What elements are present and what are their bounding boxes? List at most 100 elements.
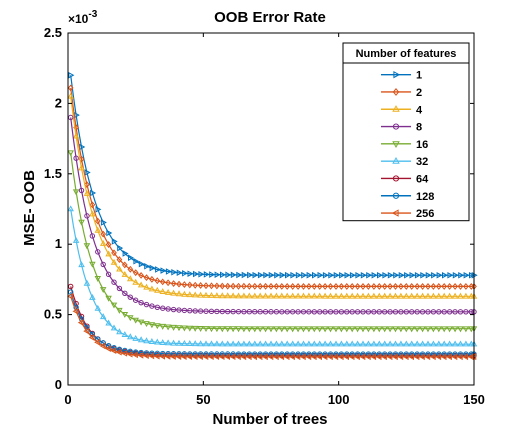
legend-label: 16 (416, 139, 428, 151)
series-marker-16 (451, 326, 459, 333)
series-marker-32 (283, 340, 291, 347)
legend-entry-1: 1 (381, 70, 422, 82)
series-marker-1 (404, 271, 411, 279)
series-marker-32 (213, 340, 221, 347)
series-marker-2 (295, 283, 301, 290)
series-marker-1 (100, 219, 107, 226)
x-tick-label: 100 (328, 392, 350, 407)
series-marker-32 (175, 339, 183, 346)
series-marker-4 (300, 292, 307, 299)
series-marker-8 (257, 309, 263, 315)
series-marker-16 (202, 326, 210, 333)
series-marker-256 (305, 353, 312, 361)
series-marker-4 (403, 292, 410, 299)
x-tick-label: 0 (64, 392, 71, 407)
series-marker-2 (262, 282, 269, 290)
series-marker-8 (149, 303, 155, 309)
series-marker-16 (386, 326, 394, 333)
series-marker-32 (397, 340, 405, 347)
series-marker-1 (344, 271, 351, 279)
series-marker-256 (445, 353, 452, 361)
series-marker-2 (186, 281, 193, 289)
series-line-2 (70, 87, 474, 287)
series-marker-32 (321, 340, 329, 347)
legend-label: 32 (416, 156, 428, 168)
series-marker-256 (267, 353, 274, 361)
series-marker-4 (294, 292, 302, 299)
y-tick-label: 2 (55, 95, 62, 110)
series-marker-4 (159, 288, 167, 294)
series-marker-32 (316, 340, 323, 347)
series-marker-2 (208, 282, 215, 290)
series-marker-4 (370, 292, 378, 299)
series-marker-2 (100, 230, 107, 238)
series-marker-16 (446, 326, 453, 333)
series-marker-1 (149, 264, 156, 272)
series-marker-16 (397, 326, 405, 333)
series-marker-32 (94, 304, 102, 311)
series-marker-32 (392, 340, 399, 347)
series-marker-1 (425, 271, 432, 279)
series-marker-16 (110, 302, 118, 309)
series-marker-4 (164, 288, 172, 295)
series-marker-8 (463, 309, 469, 315)
series-marker-16 (121, 312, 129, 318)
series-marker-4 (202, 291, 210, 298)
series-marker-1 (301, 271, 308, 279)
series-marker-256 (88, 334, 95, 341)
series-marker-8 (425, 309, 431, 315)
series-marker-2 (89, 201, 96, 209)
series-marker-8 (409, 309, 415, 315)
series-marker-2 (143, 274, 150, 281)
series-marker-32 (435, 340, 443, 347)
series-marker-8 (246, 309, 253, 315)
series-marker-2 (381, 283, 388, 290)
series-marker-8 (176, 307, 182, 313)
series-marker-2 (414, 283, 421, 290)
series-marker-16 (181, 325, 188, 332)
series-marker-4 (397, 292, 405, 299)
series-marker-32 (191, 340, 199, 347)
series-marker-8 (289, 309, 296, 315)
series-marker-256 (321, 353, 328, 361)
series-marker-2 (84, 181, 90, 188)
series-1 (68, 71, 478, 279)
series-marker-256 (234, 353, 241, 361)
series-marker-8 (457, 309, 464, 315)
series-marker-2 (403, 283, 410, 290)
series-marker-8 (403, 309, 410, 315)
legend-entry-64: 64 (381, 173, 429, 185)
series-marker-4 (105, 250, 112, 257)
series-marker-32 (126, 333, 134, 340)
series-marker-32 (78, 261, 85, 268)
series-marker-32 (327, 340, 334, 347)
series-marker-4 (321, 292, 329, 299)
series-marker-8 (392, 309, 399, 315)
series-marker-4 (240, 292, 248, 299)
series-marker-4 (99, 239, 107, 246)
series-marker-1 (263, 271, 270, 279)
series-marker-8 (306, 309, 312, 315)
series-marker-256 (429, 353, 436, 361)
series-marker-1 (257, 271, 264, 279)
series-marker-256 (186, 353, 193, 360)
series-marker-2 (268, 282, 274, 290)
series-marker-32 (246, 340, 253, 347)
series-marker-256 (391, 353, 398, 361)
series-line-1 (70, 75, 474, 276)
series-marker-256 (245, 353, 252, 361)
series-marker-256 (408, 353, 414, 361)
series-marker-32 (413, 340, 421, 347)
series-marker-1 (95, 206, 102, 213)
series-marker-16 (262, 326, 269, 333)
series-marker-1 (122, 250, 129, 257)
series-marker-4 (224, 292, 231, 299)
legend-marker (391, 209, 399, 217)
series-marker-256 (131, 351, 138, 359)
legend-marker (392, 105, 400, 112)
series-marker-8 (311, 309, 318, 315)
series-marker-1 (463, 271, 470, 279)
series-marker-32 (219, 340, 226, 347)
series-marker-32 (289, 340, 296, 347)
series-marker-16 (381, 326, 388, 333)
